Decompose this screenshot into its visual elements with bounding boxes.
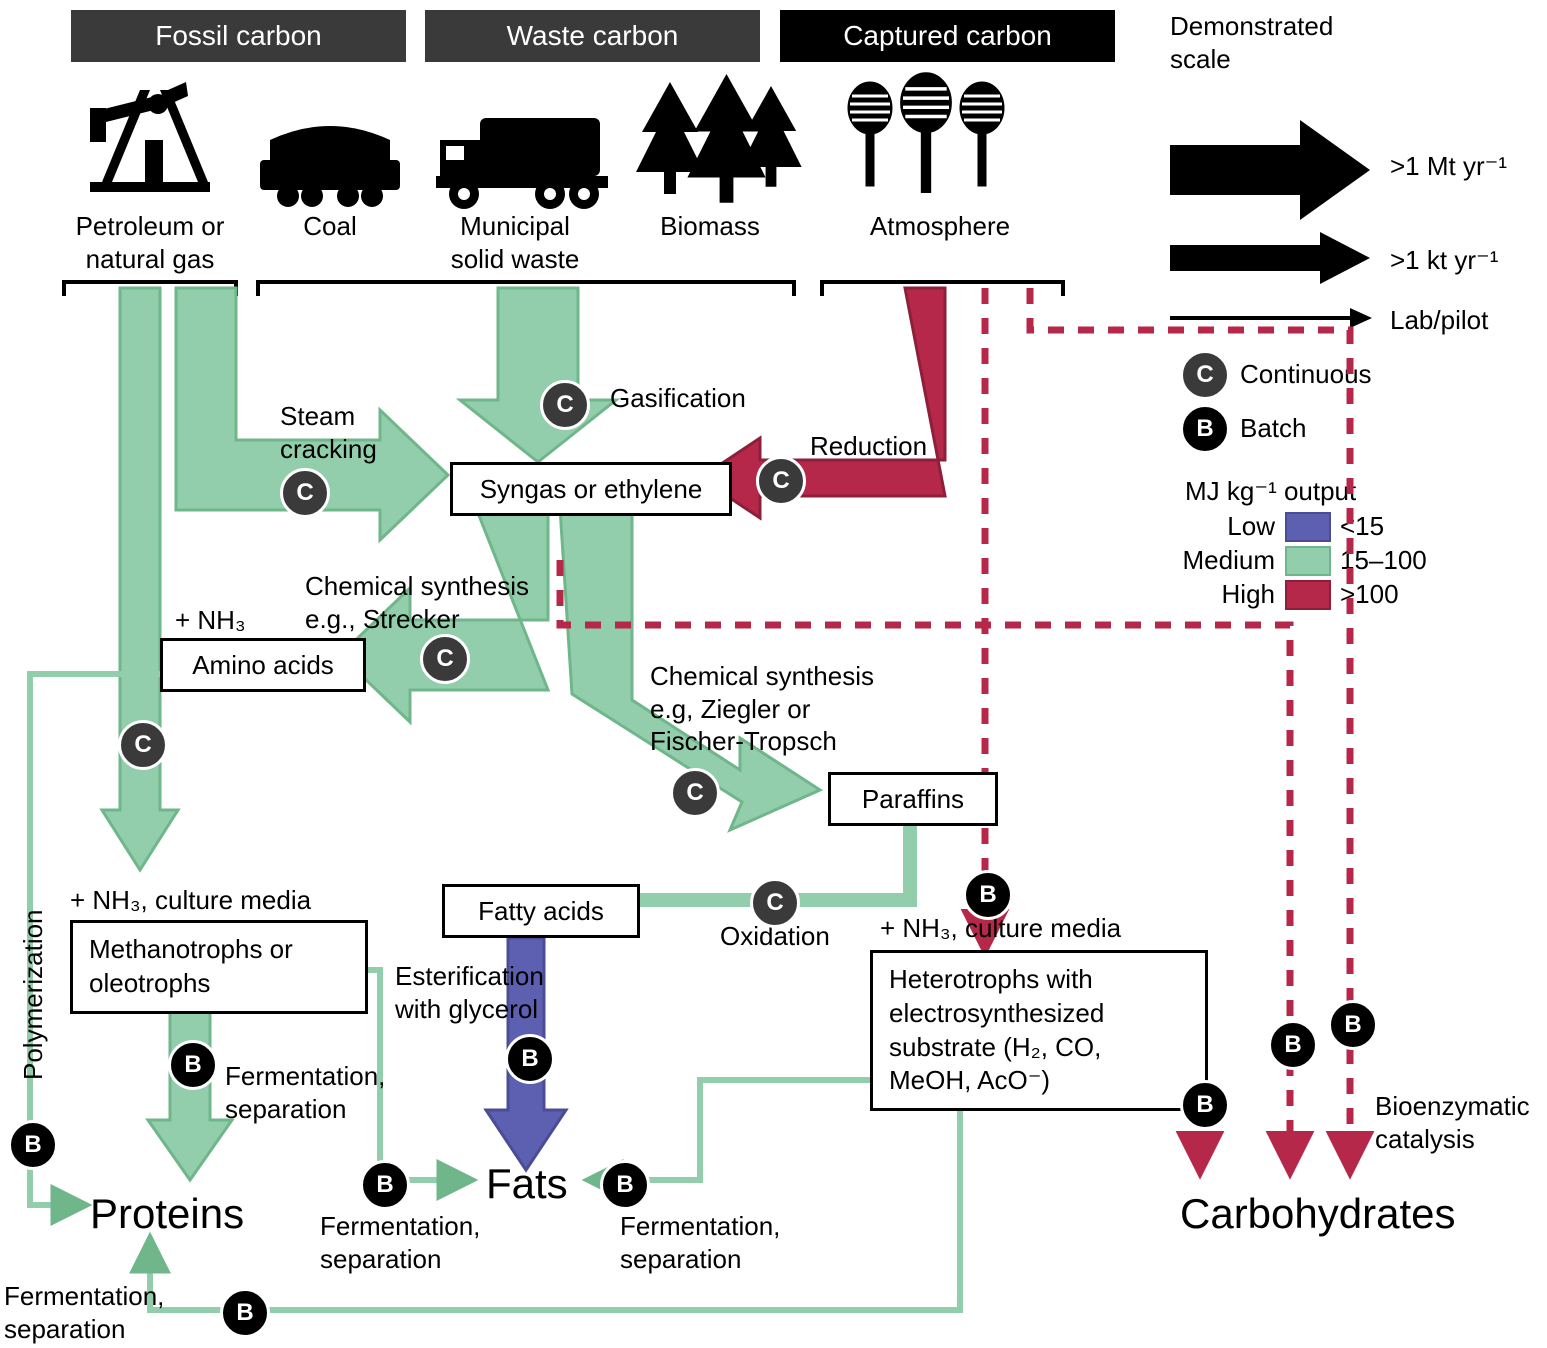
badge-hetero-carb: B bbox=[1180, 1080, 1230, 1130]
box-amino: Amino acids bbox=[160, 638, 366, 692]
box-fatty: Fatty acids bbox=[442, 884, 640, 938]
badge-ester: B bbox=[505, 1034, 555, 1084]
lbl-nh3-amino: + NH₃ bbox=[175, 604, 246, 637]
lbl-ziegler: Chemical synthesis e.g, Ziegler or Fisch… bbox=[650, 660, 874, 758]
badge-petro-down: C bbox=[118, 720, 168, 770]
lbl-ferm4: Fermentation, separation bbox=[4, 1280, 164, 1345]
out-carbs: Carbohydrates bbox=[1180, 1190, 1455, 1238]
badge-hetero-in: B bbox=[963, 870, 1013, 920]
badge-reduct: C bbox=[756, 456, 806, 506]
out-fats: Fats bbox=[486, 1160, 568, 1208]
box-syngas: Syngas or ethylene bbox=[450, 462, 732, 516]
badge-gasif: C bbox=[540, 380, 590, 430]
badge-syngas-carb: B bbox=[1268, 1020, 1318, 1070]
lbl-nh3-left: + NH₃, culture media bbox=[70, 884, 311, 917]
badge-steam: C bbox=[280, 468, 330, 518]
out-proteins: Proteins bbox=[90, 1190, 244, 1238]
lbl-ester: Esterification with glycerol bbox=[395, 960, 544, 1025]
lbl-nh3-right: + NH₃, culture media bbox=[880, 912, 1121, 945]
lbl-ferm1: Fermentation, separation bbox=[225, 1060, 385, 1125]
badge-ferm-fats-l: B bbox=[360, 1160, 410, 1210]
badge-ziegler: C bbox=[670, 768, 720, 818]
badge-strecker: C bbox=[420, 634, 470, 684]
box-methano: Methanotrophs or oleotrophs bbox=[70, 920, 368, 1014]
badge-atmo-carb: B bbox=[1328, 1000, 1378, 1050]
badge-polymer: B bbox=[8, 1120, 58, 1170]
box-hetero: Heterotrophs with electrosynthesized sub… bbox=[870, 950, 1208, 1111]
lbl-strecker: Chemical synthesis e.g., Strecker bbox=[305, 570, 529, 635]
lbl-ferm3: Fermentation, separation bbox=[620, 1210, 780, 1275]
lbl-reduct: Reduction bbox=[810, 430, 927, 463]
box-paraffins: Paraffins bbox=[828, 772, 998, 826]
lbl-gasif: Gasification bbox=[610, 382, 746, 415]
badge-ferm-under: B bbox=[220, 1288, 270, 1338]
lbl-bioenz: Bioenzymatic catalysis bbox=[1375, 1090, 1530, 1155]
lbl-polymer: Polymerization bbox=[18, 909, 49, 1080]
badge-oxid: C bbox=[750, 878, 800, 928]
lbl-steam: Steam cracking bbox=[280, 400, 377, 465]
lbl-ferm2: Fermentation, separation bbox=[320, 1210, 480, 1275]
badge-ferm-prot: B bbox=[168, 1040, 218, 1090]
badge-ferm-fats-r: B bbox=[600, 1160, 650, 1210]
